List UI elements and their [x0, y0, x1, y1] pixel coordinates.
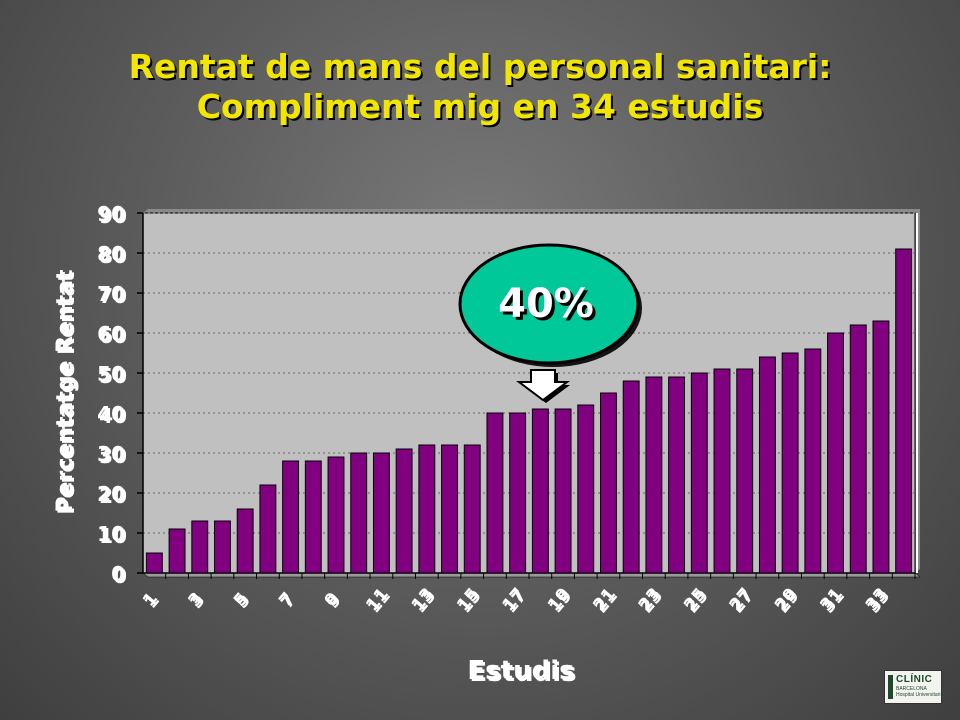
x-tick-label: 15: [453, 584, 484, 615]
x-tick-label: 31: [816, 584, 847, 615]
y-tick-label-shadow: 40: [99, 404, 127, 428]
callout-label-shadow: 40%: [501, 284, 597, 330]
y-tick-label: 70: [97, 282, 125, 306]
bar-estudi-11: [372, 452, 390, 574]
x-tick-label: 19: [544, 584, 575, 615]
y-tick-label-shadow: 70: [99, 284, 127, 308]
callout-bubble: [458, 243, 640, 365]
mean-callout: ​ 40% 40%: [458, 243, 642, 403]
y-axis-title: Percentatge Rentat: [53, 269, 78, 513]
bar-estudi-17: [509, 412, 527, 574]
bar-estudi-33: [872, 320, 890, 574]
x-axis-title-shadow: Estudis: [469, 658, 576, 688]
x-tick-label: 33: [862, 584, 893, 615]
bar-estudi-31: [827, 332, 844, 574]
bar-estudi-23: [645, 376, 663, 574]
bar-estudi-5: [236, 508, 254, 574]
chart-title-line-2: Compliment mig en 34 estudis: [196, 87, 764, 126]
down-arrow-icon: [516, 369, 570, 402]
y-axis-title-shadow: Percentatge Rentat: [55, 271, 80, 515]
y-tick-label-shadow: 20: [99, 484, 127, 508]
bar-estudi-28: [758, 356, 776, 574]
bar-estudi-1: [145, 552, 163, 574]
logo-name: CLÍNIC: [896, 674, 933, 685]
bar-estudi-34: [895, 248, 913, 574]
bar-estudi-7: [282, 460, 300, 574]
y-tick-label-shadow: 80: [99, 244, 127, 268]
x-tick-label: 27: [726, 584, 757, 615]
x-tick-label: 25: [680, 584, 711, 615]
y-tick-label: 60: [97, 322, 125, 346]
bar-estudi-16: [486, 412, 504, 574]
y-tick-label: 20: [97, 482, 125, 506]
bar-estudi-3: [191, 520, 209, 574]
y-tick-label-shadow: 30: [99, 444, 127, 468]
x-tick-label: 11: [362, 584, 393, 615]
bar-estudi-21: [600, 392, 617, 574]
x-tick-label: 21: [589, 584, 620, 615]
bar-estudi-2: [168, 528, 186, 574]
bar-estudi-32: [849, 324, 867, 574]
bar-estudi-12: [395, 448, 413, 574]
chart-title-line-1: Rentat de mans del personal sanitari:: [128, 47, 832, 86]
y-tick-label: 40: [97, 402, 125, 426]
y-tick-label-shadow: 50: [99, 364, 127, 388]
bar-estudi-18: [531, 408, 549, 574]
logo-sub: BARCELONA Hospital Universitari: [896, 686, 940, 698]
bar-estudi-6: [259, 484, 277, 574]
bar-estudi-27: [736, 368, 754, 574]
y-tick-label-shadow: 10: [99, 524, 127, 548]
bar-estudi-4: [214, 520, 231, 574]
x-axis-title: Estudis: [467, 656, 574, 686]
bar-estudi-13: [418, 444, 436, 574]
bar-estudi-30: [804, 348, 822, 574]
bar-estudi-25: [690, 372, 708, 574]
logo-sub2: Hospital Universitari: [896, 692, 941, 698]
logo-sub1: BARCELONA: [896, 686, 927, 692]
bar-estudi-9: [327, 456, 345, 574]
y-tick-label: 50: [97, 362, 125, 386]
x-tick-label: 17: [499, 584, 530, 615]
x-tick-label: 13: [408, 584, 439, 615]
bar-estudi-15: [463, 444, 481, 574]
bar-estudi-24: [668, 376, 686, 574]
y-tick-label-shadow: 0: [113, 564, 127, 588]
bar-estudi-19: [554, 408, 572, 574]
y-tick-label-shadow: 90: [99, 204, 127, 228]
bar-estudi-10: [350, 452, 368, 574]
y-tick-label: 10: [97, 522, 125, 546]
bar-estudi-22: [622, 380, 640, 574]
clinic-logo: CLÍNIC BARCELONA Hospital Universitari: [884, 670, 942, 704]
x-tick-label: 29: [771, 584, 802, 615]
y-tick-label: 30: [97, 442, 125, 466]
y-tick-label: 0: [111, 562, 125, 586]
bar-estudi-20: [577, 404, 595, 574]
bar-estudi-8: [304, 460, 322, 574]
bar-estudi-14: [441, 444, 458, 574]
bar-estudi-29: [781, 352, 799, 574]
y-tick-label: 90: [97, 202, 125, 226]
callout-label: 40%: [498, 281, 594, 327]
x-tick-label: 23: [635, 584, 666, 615]
y-tick-label-shadow: 60: [99, 324, 127, 348]
y-tick-label: 80: [97, 242, 125, 266]
bar-estudi-26: [713, 368, 731, 574]
